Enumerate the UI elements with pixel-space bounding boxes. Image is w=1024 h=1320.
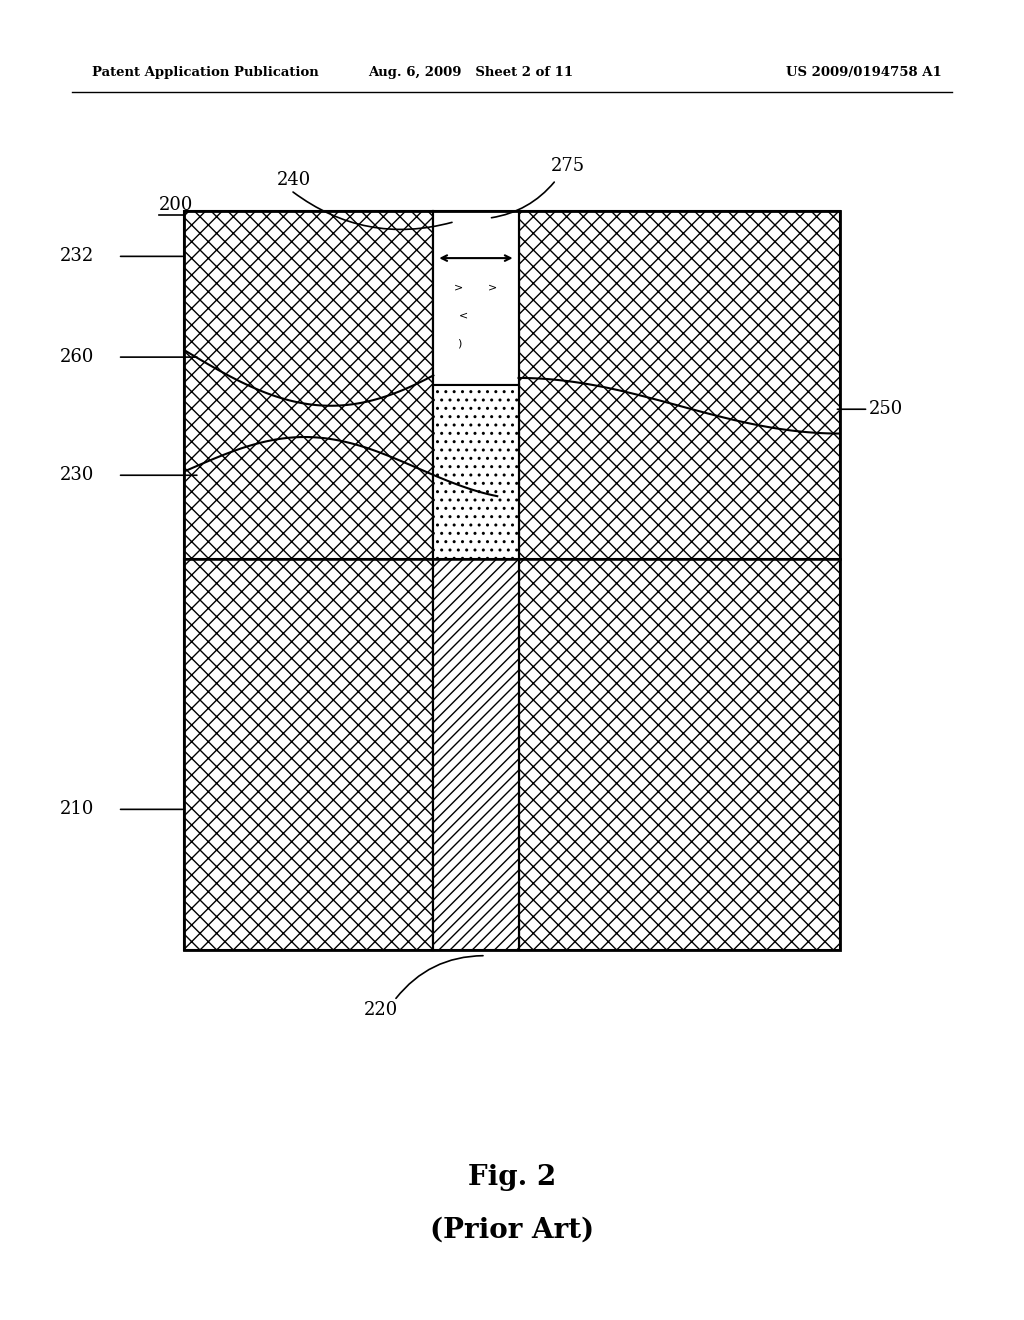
Text: 210: 210 xyxy=(59,800,94,818)
Text: >: > xyxy=(455,282,464,293)
Text: <: < xyxy=(459,310,468,321)
Text: 275: 275 xyxy=(551,157,585,176)
Bar xyxy=(518,558,840,950)
Text: 220: 220 xyxy=(364,1001,397,1019)
Bar xyxy=(433,558,518,950)
Text: Aug. 6, 2009   Sheet 2 of 11: Aug. 6, 2009 Sheet 2 of 11 xyxy=(369,66,573,79)
Text: ): ) xyxy=(457,338,461,348)
Bar xyxy=(184,558,433,950)
Text: Fig. 2: Fig. 2 xyxy=(468,1164,556,1191)
Bar xyxy=(184,211,840,950)
Text: US 2009/0194758 A1: US 2009/0194758 A1 xyxy=(786,66,942,79)
Text: 232: 232 xyxy=(60,247,94,265)
Text: (Prior Art): (Prior Art) xyxy=(430,1217,594,1243)
Bar xyxy=(433,385,518,558)
Text: 240: 240 xyxy=(276,170,310,189)
Text: >: > xyxy=(488,282,498,293)
Text: 200: 200 xyxy=(159,195,194,214)
Text: 260: 260 xyxy=(59,348,94,366)
Bar xyxy=(518,211,840,558)
Bar xyxy=(433,211,518,385)
Text: 250: 250 xyxy=(868,400,902,418)
Text: 230: 230 xyxy=(59,466,94,484)
Bar xyxy=(184,211,433,558)
Text: Patent Application Publication: Patent Application Publication xyxy=(92,66,318,79)
